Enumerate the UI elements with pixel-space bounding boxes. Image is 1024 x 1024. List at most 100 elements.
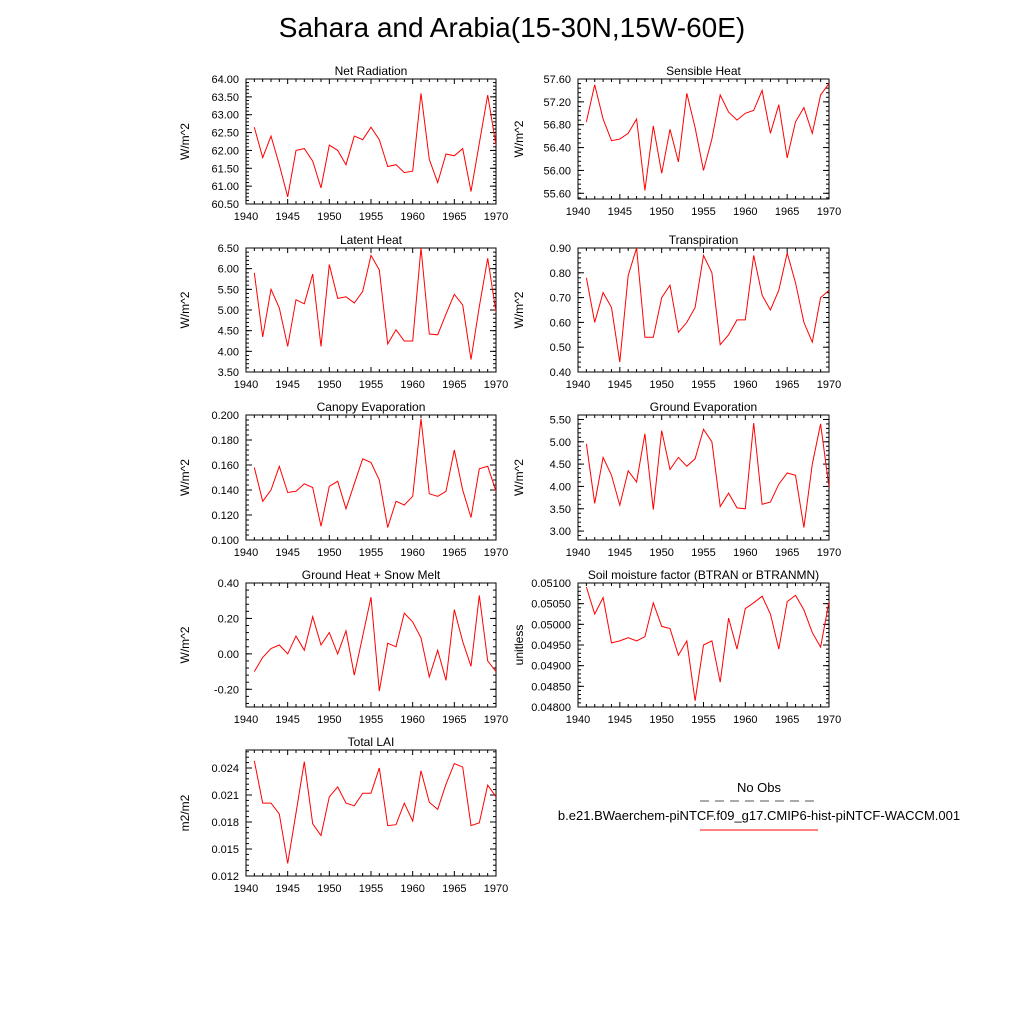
x-tick-label: 1965 (442, 883, 466, 895)
plot-frame (245, 78, 497, 205)
y-tick-label: 61.00 (211, 181, 239, 193)
x-tick-label: 1955 (691, 714, 715, 726)
x-tick-label: 1940 (566, 714, 590, 726)
y-tick-label: 57.20 (543, 97, 571, 109)
series-line (585, 586, 829, 701)
y-tick-label: 0.021 (211, 790, 239, 802)
x-tick-label: 1950 (317, 547, 341, 559)
x-tick-label: 1970 (484, 547, 508, 559)
y-axis-label: W/m^2 (512, 459, 526, 496)
x-tick-label: 1950 (649, 714, 673, 726)
legend-obs-label: No Obs (737, 780, 782, 795)
y-tick-label: 62.00 (211, 145, 239, 157)
x-tick-label: 1960 (400, 379, 424, 391)
x-tick-label: 1965 (775, 206, 799, 218)
x-tick-label: 1965 (442, 714, 466, 726)
x-tick-label: 1940 (566, 206, 590, 218)
x-tick-label: 1955 (359, 211, 383, 223)
y-tick-label: 55.60 (543, 188, 571, 200)
series-line (253, 760, 496, 864)
y-tick-label: 0.05100 (531, 578, 571, 590)
x-tick-label: 1955 (359, 547, 383, 559)
y-tick-label: 0.05000 (531, 619, 571, 631)
y-tick-label: 0.200 (211, 410, 239, 422)
series-line (253, 418, 496, 528)
y-tick-label: 63.50 (211, 92, 239, 104)
x-tick-label: 1940 (234, 211, 258, 223)
x-tick-label: 1940 (234, 379, 258, 391)
series-line (253, 93, 496, 198)
y-tick-label: 5.50 (550, 414, 571, 426)
panel-2: 1940 1945 1950 1955 1960 1965 1970 55.60 56.00 56… (512, 64, 841, 218)
panel-4: 1940 1945 1950 1955 1960 1965 1970 0.40 0.50 0.60… (512, 233, 841, 391)
y-tick-label: 0.140 (211, 485, 239, 497)
y-tick-label: 0.80 (550, 268, 571, 280)
y-tick-label: 0.60 (550, 317, 571, 329)
x-tick-label: 1965 (442, 211, 466, 223)
panel-title: Ground Heat + Snow Melt (302, 568, 441, 582)
x-tick-label: 1945 (608, 714, 632, 726)
y-tick-label: 60.50 (211, 199, 239, 211)
plot-frame (245, 749, 497, 877)
y-axis-label: W/m^2 (178, 123, 192, 160)
x-tick-label: 1940 (234, 714, 258, 726)
y-tick-label: 3.00 (550, 526, 571, 538)
x-tick-label: 1955 (359, 379, 383, 391)
panel-9: 1940 1945 1950 1955 1960 1965 1970 0.012 0.015 0.… (178, 735, 508, 895)
x-tick-label: 1945 (275, 547, 299, 559)
y-tick-label: 4.00 (550, 481, 571, 493)
x-tick-label: 1950 (649, 547, 673, 559)
y-tick-label: 0.05050 (531, 599, 571, 611)
y-tick-label: 0.70 (550, 293, 571, 305)
x-tick-label: 1950 (649, 379, 673, 391)
series-line (585, 83, 829, 191)
panel-6: 1940 1945 1950 1955 1960 1965 1970 3.00 3.50 4.00… (512, 400, 841, 559)
y-tick-label: 4.00 (218, 346, 239, 358)
x-tick-label: 1945 (608, 379, 632, 391)
x-tick-label: 1970 (484, 379, 508, 391)
series-line (253, 595, 496, 692)
y-tick-label: 3.50 (550, 504, 571, 516)
y-tick-label: -0.20 (214, 684, 239, 696)
x-tick-label: 1960 (400, 883, 424, 895)
x-tick-label: 1950 (317, 211, 341, 223)
y-tick-label: 0.04850 (531, 681, 571, 693)
y-tick-label: 5.00 (218, 305, 239, 317)
x-tick-label: 1950 (317, 883, 341, 895)
series-line (585, 248, 829, 363)
y-tick-label: 3.50 (218, 367, 239, 379)
y-tick-label: 57.60 (543, 74, 571, 86)
y-axis-label: W/m^2 (178, 291, 192, 328)
y-tick-label: 62.50 (211, 128, 239, 140)
panel-5: 1940 1945 1950 1955 1960 1965 1970 0.100 0.120 0.… (178, 400, 508, 559)
y-axis-label: W/m^2 (512, 120, 526, 157)
x-tick-label: 1960 (733, 547, 757, 559)
y-tick-label: 56.80 (543, 120, 571, 132)
x-tick-label: 1940 (234, 547, 258, 559)
y-tick-label: 0.40 (218, 578, 239, 590)
legend-model-label: b.e21.BWaerchem-piNTCF.f09_g17.CMIP6-his… (558, 808, 960, 823)
x-tick-label: 1960 (400, 547, 424, 559)
y-tick-label: 0.015 (211, 844, 239, 856)
legend: No Obs b.e21.BWaerchem-piNTCF.f09_g17.CMI… (558, 780, 960, 831)
panel-title: Canopy Evaporation (317, 400, 426, 414)
y-tick-label: 0.00 (218, 649, 239, 661)
y-tick-label: 0.100 (211, 535, 239, 547)
y-tick-label: 0.20 (218, 613, 239, 625)
y-tick-label: 6.50 (218, 243, 239, 255)
main-title: Sahara and Arabia(15-30N,15W-60E) (278, 12, 746, 43)
y-axis-label: m2/m2 (178, 794, 192, 831)
plot-frame (245, 247, 497, 373)
panel-title: Net Radiation (335, 64, 408, 78)
y-tick-label: 0.04900 (531, 661, 571, 673)
y-tick-label: 6.00 (218, 264, 239, 276)
y-tick-label: 0.40 (550, 367, 571, 379)
panel-title: Sensible Heat (666, 64, 741, 78)
y-tick-label: 0.90 (550, 243, 571, 255)
x-tick-label: 1950 (317, 379, 341, 391)
x-tick-label: 1955 (691, 379, 715, 391)
x-tick-label: 1960 (733, 379, 757, 391)
y-tick-label: 0.018 (211, 817, 239, 829)
